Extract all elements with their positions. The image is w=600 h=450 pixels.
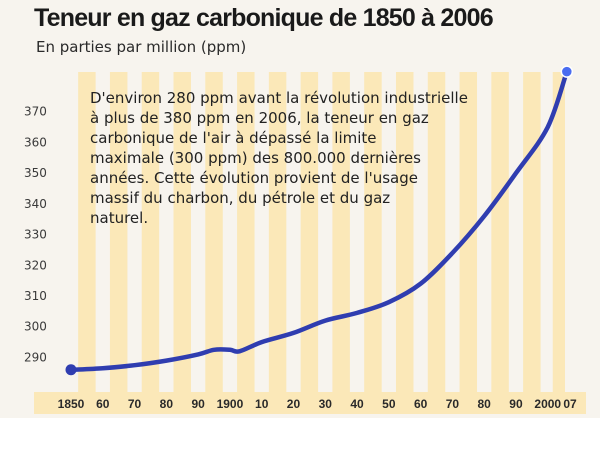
- y-tick-label: 370: [24, 105, 47, 119]
- chart-figure: 290 300 310 320 330 340 350 360 370 1850 60 70 80 90…: [0, 0, 600, 418]
- chart-plot: 290 300 310 320 330 340 350 360 370 1850 60 70 80 90…: [24, 65, 586, 414]
- grid-band: [364, 72, 382, 392]
- y-tick-label: 290: [24, 350, 47, 364]
- grid-band: [395, 72, 414, 392]
- x-tick-label: 80: [160, 397, 174, 411]
- x-tick-label: 80: [478, 397, 492, 411]
- x-tick-label: 10: [255, 397, 269, 411]
- grid-band: [173, 72, 191, 392]
- grid-bands: [78, 72, 565, 392]
- chart-title: Teneur en gaz carbonique de 1850 à 2006: [34, 4, 494, 32]
- x-tick-label: 40: [350, 397, 364, 411]
- x-tick-label: 30: [319, 397, 333, 411]
- y-tick-label: 350: [24, 166, 47, 180]
- x-tick-label: 2000: [534, 397, 561, 411]
- end-point-marker: [560, 65, 574, 78]
- grid-band: [268, 72, 287, 392]
- grid-band: [141, 72, 160, 392]
- grid-band: [552, 72, 565, 392]
- x-tick-label: 60: [96, 397, 110, 411]
- y-tick-label: 340: [24, 197, 47, 211]
- y-tick-label: 300: [24, 320, 47, 334]
- grid-band: [523, 72, 541, 392]
- x-tick-label: 20: [287, 397, 301, 411]
- x-tick-label: 60: [414, 397, 428, 411]
- x-tick-label: 07: [563, 397, 577, 411]
- start-point-marker: [65, 364, 77, 376]
- y-tick-label: 360: [24, 135, 47, 149]
- y-axis: 290 300 310 320 330 340 350 360 370: [24, 105, 47, 365]
- grid-band: [109, 72, 128, 392]
- x-tick-label: 1850: [58, 397, 85, 411]
- x-tick-label: 70: [446, 397, 460, 411]
- x-tick-label: 50: [382, 397, 396, 411]
- grid-band: [205, 72, 223, 392]
- x-tick-label: 1900: [217, 397, 244, 411]
- x-axis: 1850 60 70 80 90 1900 10 20 30 40 50 60 70 80 90 2000 07: [34, 392, 586, 414]
- x-tick-label: 90: [509, 397, 523, 411]
- x-axis-strip: [34, 392, 586, 414]
- grid-band: [300, 72, 319, 392]
- y-tick-label: 310: [24, 289, 47, 303]
- y-tick-label: 320: [24, 258, 47, 272]
- y-tick-label: 330: [24, 228, 47, 242]
- grid-band: [332, 72, 350, 392]
- grid-band: [491, 72, 509, 392]
- grid-band: [427, 72, 446, 392]
- grid-band: [78, 72, 96, 392]
- grid-band: [237, 72, 255, 392]
- chart-annotation: D'environ 280 ppm avant la révolution in…: [90, 89, 468, 227]
- x-tick-label: 90: [191, 397, 205, 411]
- x-tick-label: 70: [128, 397, 142, 411]
- series-group: [65, 65, 574, 376]
- chart-subtitle: En parties par million (ppm): [36, 38, 247, 56]
- co2-line: [68, 69, 570, 373]
